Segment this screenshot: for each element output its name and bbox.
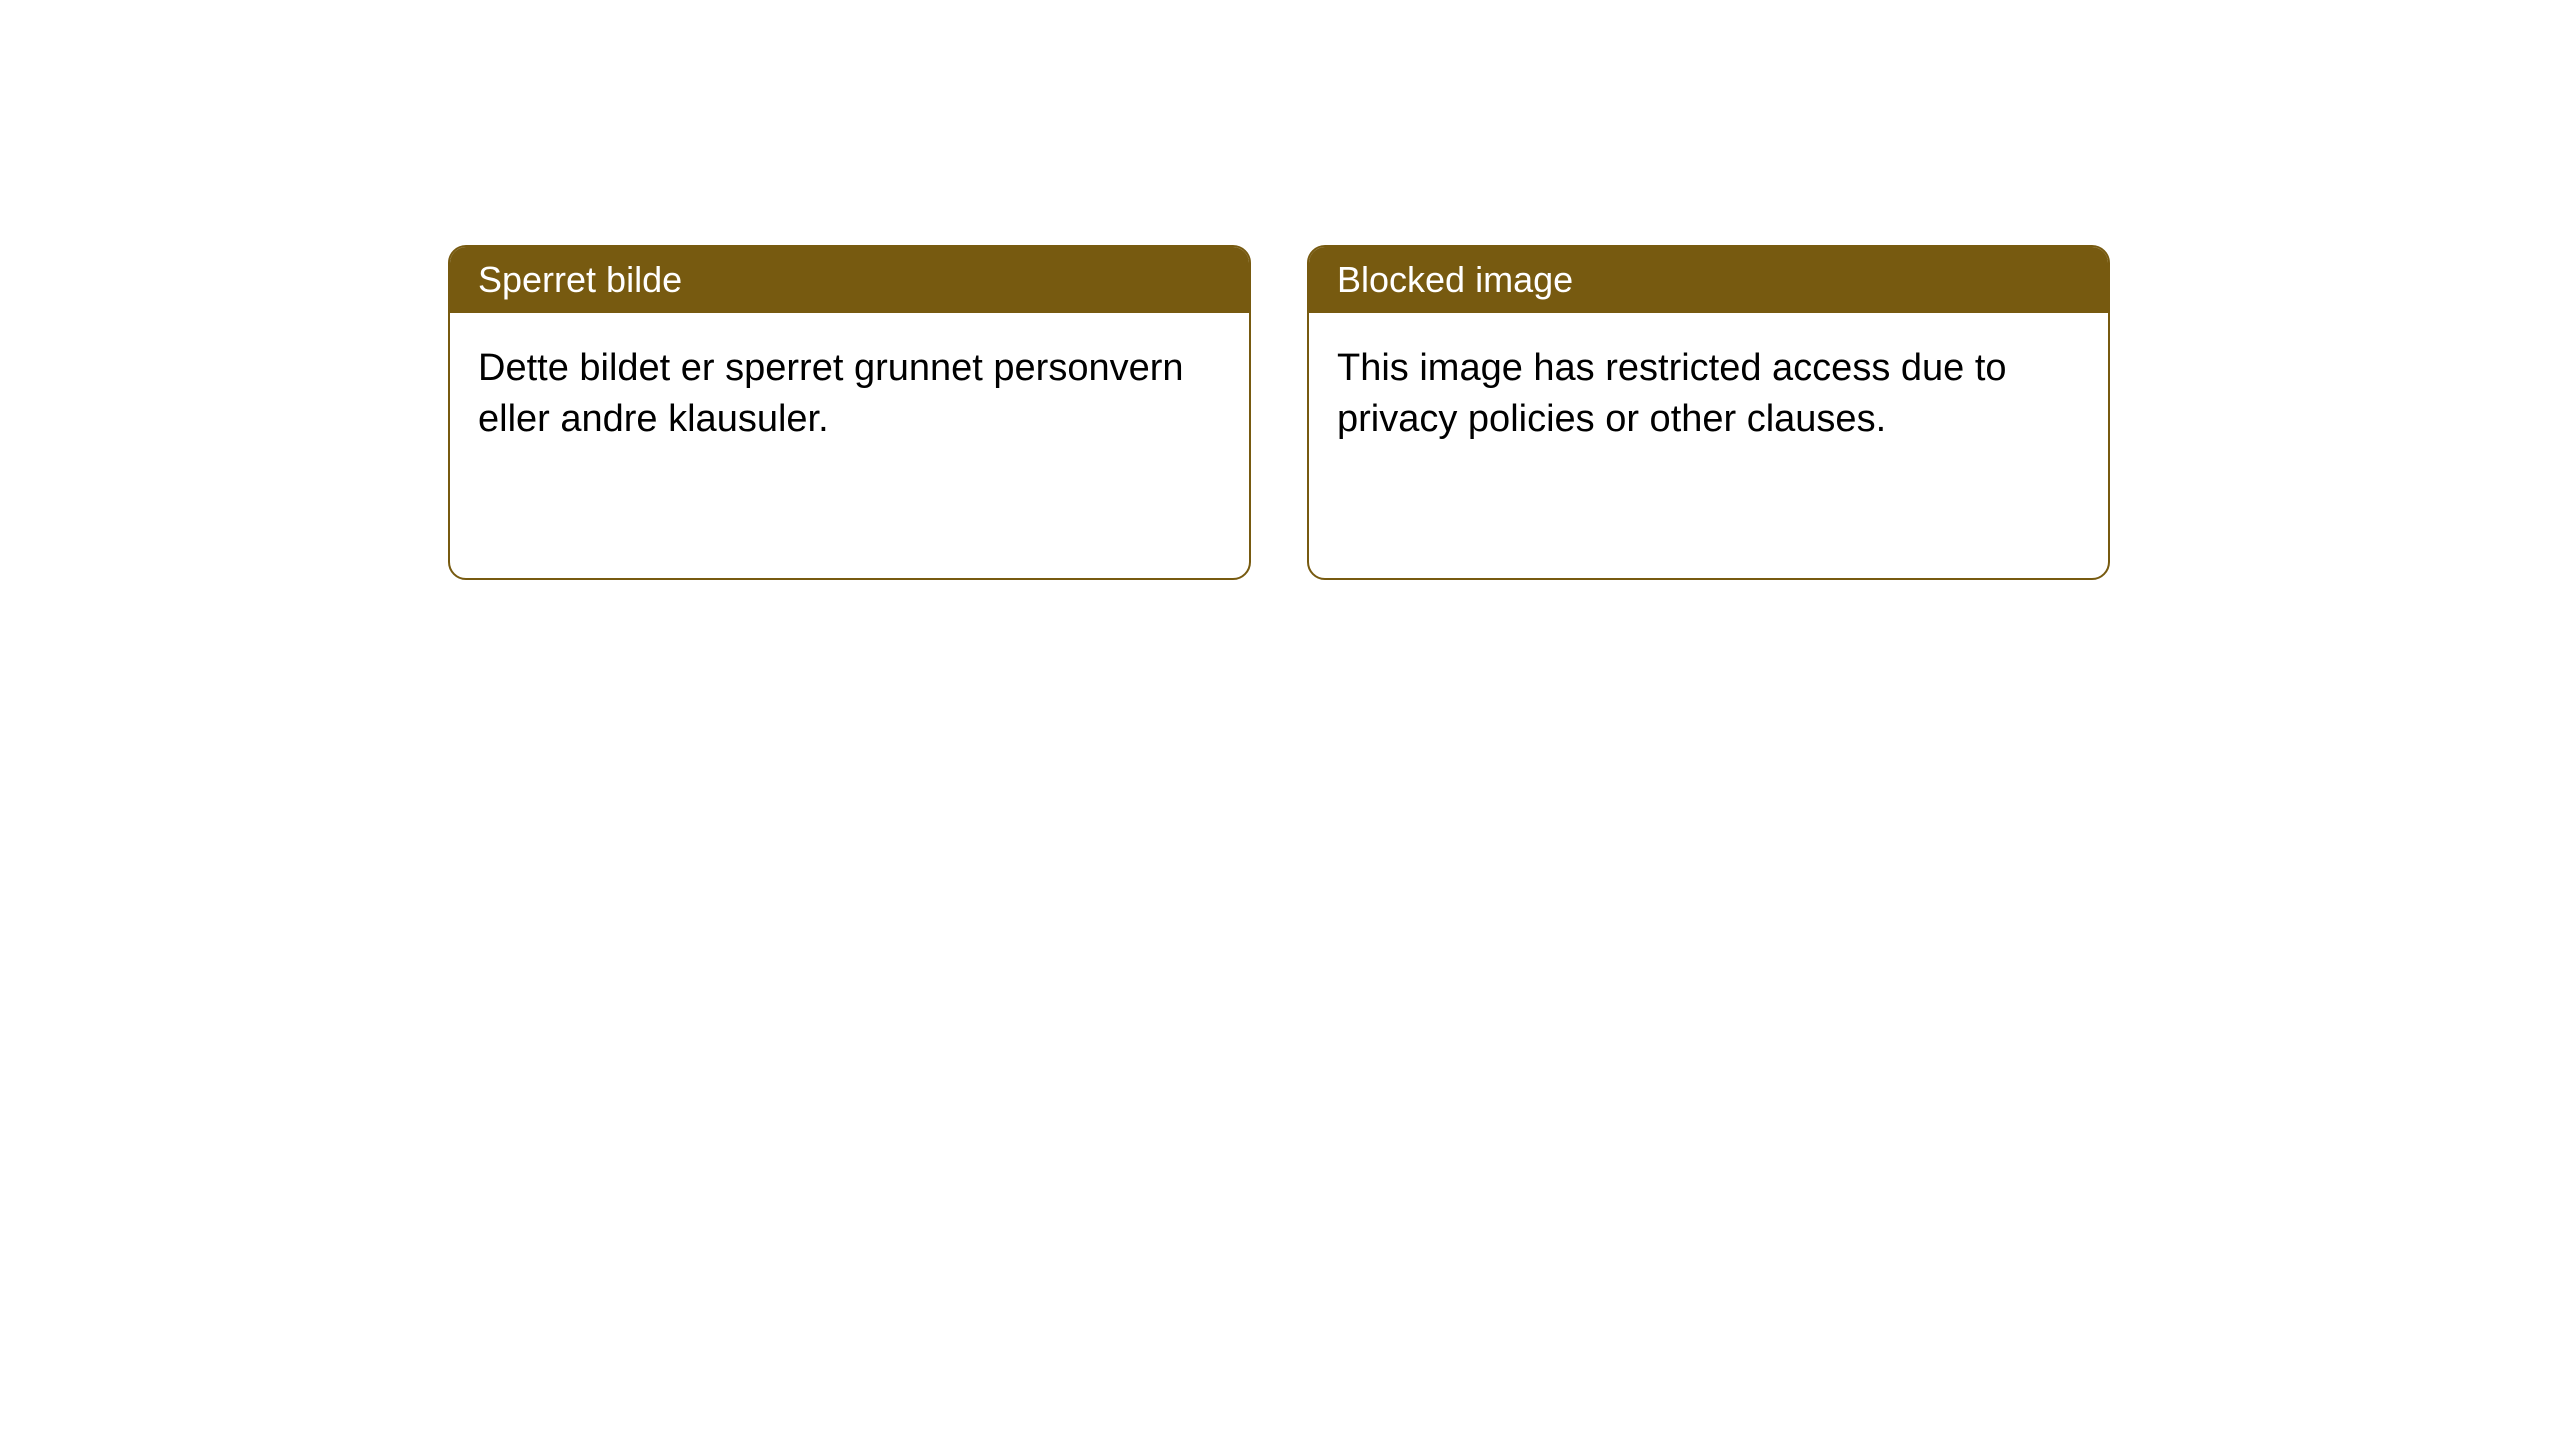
notice-body: Dette bildet er sperret grunnet personve… xyxy=(450,313,1249,476)
notice-header: Blocked image xyxy=(1309,247,2108,313)
notice-card-english: Blocked image This image has restricted … xyxy=(1307,245,2110,580)
notice-container: Sperret bilde Dette bildet er sperret gr… xyxy=(448,245,2110,580)
notice-body: This image has restricted access due to … xyxy=(1309,313,2108,476)
notice-header: Sperret bilde xyxy=(450,247,1249,313)
notice-card-norwegian: Sperret bilde Dette bildet er sperret gr… xyxy=(448,245,1251,580)
